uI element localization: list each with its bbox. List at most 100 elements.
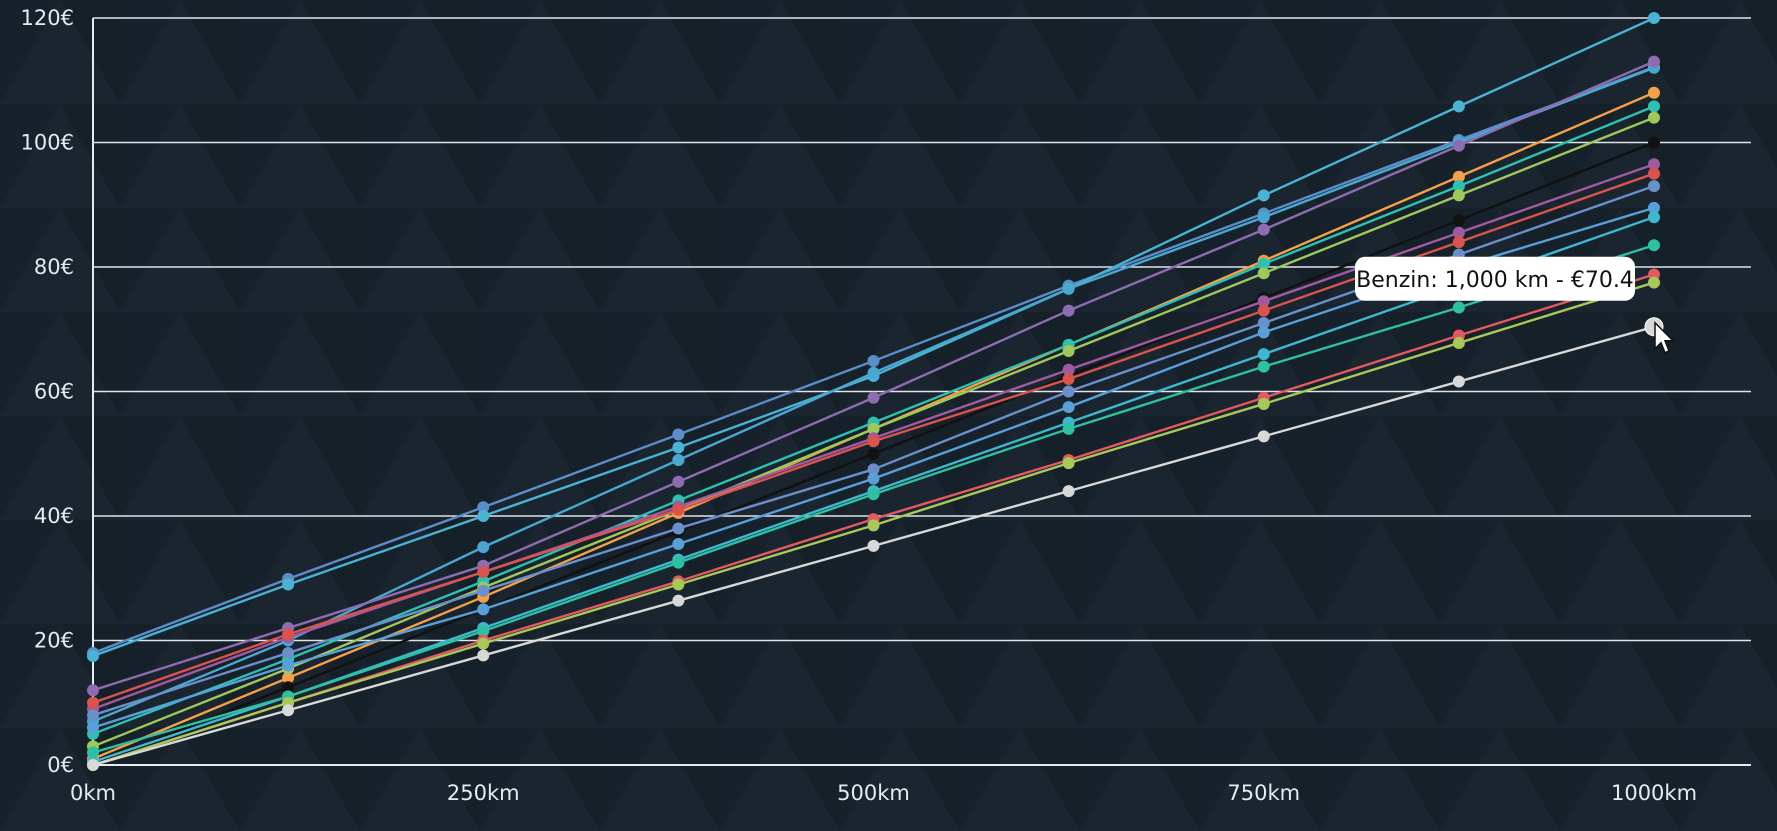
- data-point[interactable]: [1062, 401, 1075, 414]
- data-point[interactable]: [477, 603, 490, 616]
- data-point[interactable]: [1452, 139, 1465, 152]
- data-point[interactable]: [1452, 189, 1465, 202]
- data-point[interactable]: [1257, 360, 1270, 373]
- data-point[interactable]: [867, 435, 880, 448]
- data-point[interactable]: [1257, 326, 1270, 339]
- data-point[interactable]: [1257, 317, 1270, 330]
- data-point[interactable]: [1648, 55, 1660, 68]
- data-point[interactable]: [1648, 12, 1660, 24]
- data-point[interactable]: [1062, 485, 1075, 498]
- data-point[interactable]: [477, 637, 490, 650]
- data-point[interactable]: [87, 696, 99, 709]
- cursor-icon: [1654, 320, 1675, 354]
- data-point[interactable]: [1648, 211, 1660, 224]
- data-point[interactable]: [87, 650, 99, 663]
- data-point[interactable]: [867, 422, 880, 435]
- data-point[interactable]: [282, 659, 295, 672]
- data-point[interactable]: [282, 704, 295, 717]
- x-tick-label: 500km: [837, 781, 910, 805]
- data-point[interactable]: [867, 488, 880, 501]
- y-tick-label: 20€: [34, 629, 74, 653]
- data-point[interactable]: [1452, 170, 1465, 183]
- data-point[interactable]: [87, 746, 99, 759]
- data-point[interactable]: [672, 453, 685, 466]
- data-point[interactable]: [477, 566, 490, 579]
- data-point[interactable]: [1648, 100, 1660, 113]
- data-point[interactable]: [672, 578, 685, 591]
- data-point[interactable]: [1062, 373, 1075, 386]
- data-point[interactable]: [1452, 180, 1465, 193]
- data-point[interactable]: [1257, 295, 1270, 308]
- data-point[interactable]: [1257, 223, 1270, 236]
- data-point[interactable]: [867, 391, 880, 404]
- data-point[interactable]: [1257, 348, 1270, 361]
- data-point[interactable]: [1452, 100, 1465, 113]
- data-point[interactable]: [672, 503, 685, 516]
- data-point[interactable]: [1062, 422, 1075, 435]
- data-point[interactable]: [1257, 304, 1270, 317]
- data-point[interactable]: [1062, 457, 1075, 470]
- data-point[interactable]: [87, 759, 99, 771]
- data-point[interactable]: [282, 578, 295, 591]
- data-point[interactable]: [1648, 239, 1660, 252]
- axes: 0€ 20€ 40€ 60€ 80€ 100€ 120€ 0km 250km 500km 750km…: [21, 6, 1697, 805]
- data-point[interactable]: [1648, 201, 1660, 214]
- data-point[interactable]: [1648, 111, 1660, 124]
- data-point[interactable]: [1648, 167, 1660, 180]
- data-point[interactable]: [1062, 363, 1075, 376]
- data-point[interactable]: [1452, 375, 1465, 388]
- data-point[interactable]: [867, 366, 880, 379]
- data-point[interactable]: [867, 539, 880, 552]
- data-point[interactable]: [672, 522, 685, 535]
- data-point[interactable]: [1257, 211, 1270, 224]
- data-point[interactable]: [1257, 397, 1270, 410]
- data-point[interactable]: [477, 584, 490, 597]
- data-point[interactable]: [282, 646, 295, 659]
- data-point[interactable]: [1257, 257, 1270, 270]
- data-point[interactable]: [477, 510, 490, 522]
- data-point[interactable]: [1257, 267, 1270, 280]
- data-point[interactable]: [87, 684, 99, 697]
- data-point[interactable]: [1062, 304, 1075, 317]
- data-point[interactable]: [282, 628, 295, 641]
- data-point[interactable]: [867, 472, 880, 485]
- data-point[interactable]: [477, 501, 490, 514]
- data-point[interactable]: [867, 519, 880, 532]
- data-point[interactable]: [87, 721, 99, 734]
- data-point[interactable]: [1452, 226, 1465, 239]
- data-point[interactable]: [867, 447, 880, 460]
- data-point[interactable]: [1062, 282, 1075, 295]
- data-point[interactable]: [672, 594, 685, 607]
- data-point[interactable]: [1257, 430, 1270, 443]
- data-point[interactable]: [1648, 180, 1660, 193]
- data-point[interactable]: [672, 441, 685, 454]
- y-tick-label: 60€: [34, 380, 74, 404]
- x-tick-label: 0km: [70, 781, 116, 805]
- data-point[interactable]: [477, 541, 490, 554]
- data-point[interactable]: [867, 463, 880, 476]
- data-point[interactable]: [477, 625, 490, 638]
- data-point[interactable]: [87, 709, 99, 722]
- data-point[interactable]: [282, 671, 295, 684]
- data-point[interactable]: [1648, 136, 1660, 149]
- data-point[interactable]: [1452, 336, 1465, 349]
- data-point[interactable]: [282, 681, 295, 694]
- data-point[interactable]: [672, 475, 685, 488]
- y-tick-label: 40€: [34, 504, 74, 528]
- data-point[interactable]: [672, 538, 685, 551]
- data-point[interactable]: [867, 354, 880, 367]
- data-point[interactable]: [1452, 236, 1465, 249]
- data-point[interactable]: [1257, 189, 1270, 202]
- data-point[interactable]: [672, 428, 685, 441]
- data-point[interactable]: [477, 649, 490, 662]
- data-point[interactable]: [1648, 276, 1660, 289]
- data-point[interactable]: [1452, 214, 1465, 227]
- data-point[interactable]: [1452, 301, 1465, 314]
- data-point[interactable]: [1648, 158, 1660, 171]
- data-point[interactable]: [1062, 345, 1075, 358]
- data-point[interactable]: [672, 556, 685, 569]
- data-point[interactable]: [1648, 86, 1660, 99]
- data-point[interactable]: [1062, 385, 1075, 398]
